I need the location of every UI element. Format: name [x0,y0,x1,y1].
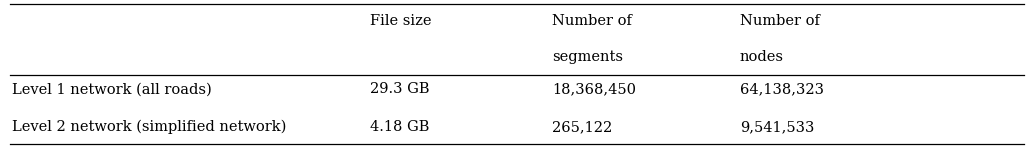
Text: Level 1 network (all roads): Level 1 network (all roads) [12,82,212,96]
Text: 4.18 GB: 4.18 GB [370,120,429,134]
Text: Number of: Number of [552,14,633,28]
Text: Level 2 network (simplified network): Level 2 network (simplified network) [12,120,286,134]
Text: 18,368,450: 18,368,450 [552,82,637,96]
Text: 265,122: 265,122 [552,120,613,134]
Text: File size: File size [370,14,431,28]
Text: 9,541,533: 9,541,533 [740,120,815,134]
Text: segments: segments [552,50,624,64]
Text: nodes: nodes [740,50,784,64]
Text: Number of: Number of [740,14,820,28]
Text: 29.3 GB: 29.3 GB [370,82,429,96]
Text: 64,138,323: 64,138,323 [740,82,824,96]
